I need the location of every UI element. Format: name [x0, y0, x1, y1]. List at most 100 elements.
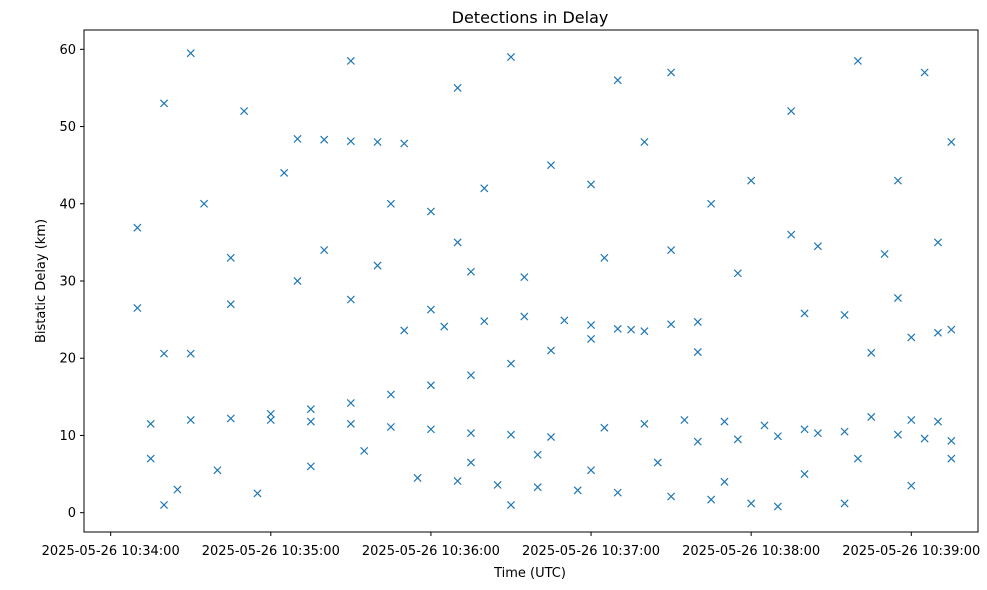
- data-point: [693, 437, 702, 446]
- data-point: [907, 481, 916, 490]
- data-point: [947, 436, 956, 445]
- data-point: [240, 107, 249, 116]
- data-point: [200, 199, 209, 208]
- data-point: [853, 56, 862, 65]
- data-point: [346, 419, 355, 428]
- data-point: [920, 434, 929, 443]
- data-point: [466, 458, 475, 467]
- data-point: [160, 349, 169, 358]
- data-point: [613, 324, 622, 333]
- data-point: [386, 199, 395, 208]
- data-point: [160, 99, 169, 108]
- data-point: [720, 477, 729, 486]
- data-point: [493, 480, 502, 489]
- y-tick-label: 30: [59, 275, 76, 290]
- data-point: [587, 334, 596, 343]
- data-point: [947, 137, 956, 147]
- data-point: [346, 295, 355, 304]
- data-point: [707, 199, 716, 208]
- x-tick-label: 2025-05-26 10:34:00: [42, 544, 180, 559]
- data-point: [453, 238, 462, 247]
- data-point: [760, 421, 769, 430]
- x-tick-label: 2025-05-26 10:39:00: [842, 544, 980, 559]
- data-point: [533, 450, 542, 459]
- data-point: [533, 483, 542, 492]
- data-point: [813, 242, 822, 251]
- data-point: [546, 346, 556, 355]
- data-point: [146, 454, 155, 463]
- data-point: [867, 412, 876, 421]
- data-point: [800, 425, 809, 434]
- data-point: [400, 326, 409, 335]
- data-point: [266, 415, 275, 425]
- data-point: [627, 325, 636, 334]
- data-point: [226, 414, 235, 423]
- data-point: [506, 53, 516, 62]
- data-point: [546, 161, 556, 170]
- y-tick-label: 0: [68, 506, 76, 521]
- data-point: [560, 316, 569, 325]
- data-point: [320, 135, 329, 144]
- data-point: [747, 499, 756, 508]
- data-point: [587, 320, 596, 330]
- data-point: [253, 489, 262, 498]
- y-axis: 0 10 20 30 40 50 60: [59, 43, 84, 521]
- data-point: [453, 83, 462, 92]
- data-point: [667, 320, 676, 329]
- y-tick-label: 40: [59, 197, 76, 212]
- data-point: [840, 427, 849, 436]
- data-point: [466, 429, 475, 438]
- data-point: [453, 477, 462, 486]
- data-point: [426, 425, 435, 434]
- data-point: [213, 466, 222, 475]
- y-tick-label: 50: [59, 120, 76, 135]
- data-point: [907, 333, 916, 342]
- data-point: [386, 390, 395, 399]
- data-point: [506, 359, 516, 368]
- data-point: [667, 492, 676, 501]
- data-point: [853, 454, 862, 463]
- data-point: [613, 76, 622, 85]
- data-point: [800, 309, 809, 318]
- data-point: [546, 432, 556, 442]
- data-point: [893, 430, 902, 439]
- data-point: [640, 419, 649, 428]
- data-point: [600, 253, 609, 262]
- data-point: [587, 466, 596, 475]
- data-point: [733, 435, 742, 444]
- data-point: [680, 415, 689, 425]
- data-point: [813, 429, 822, 438]
- data-point: [506, 430, 516, 439]
- data-point: [160, 500, 169, 509]
- data-point: [426, 305, 435, 314]
- data-point: [306, 417, 315, 426]
- data-point: [667, 68, 676, 77]
- x-tick-label: 2025-05-26 10:38:00: [682, 544, 820, 559]
- data-point: [520, 273, 529, 282]
- data-point: [226, 300, 235, 309]
- data-point: [667, 246, 676, 255]
- data-point: [466, 371, 475, 380]
- data-point: [840, 499, 849, 508]
- data-point: [520, 312, 529, 321]
- data-point: [773, 432, 782, 441]
- data-point: [867, 348, 876, 357]
- data-point: [933, 417, 942, 426]
- data-point: [466, 267, 475, 276]
- data-point: [373, 137, 382, 147]
- data-point: [280, 168, 289, 177]
- data-point: [880, 249, 889, 258]
- data-point: [893, 176, 902, 185]
- data-point: [440, 322, 449, 331]
- data-point: [386, 422, 395, 431]
- data-point: [947, 454, 956, 463]
- data-point: [893, 293, 902, 303]
- data-point: [400, 139, 409, 148]
- data-point: [480, 184, 489, 193]
- data-point: [947, 325, 956, 334]
- data-point: [413, 473, 422, 482]
- data-point: [266, 409, 275, 418]
- x-tick-label: 2025-05-26 10:37:00: [522, 544, 660, 559]
- plot-frame: [83, 29, 979, 533]
